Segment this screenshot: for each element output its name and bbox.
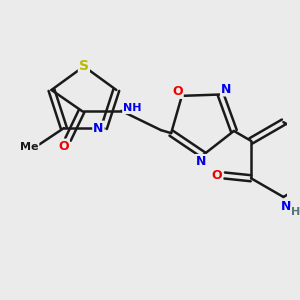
Text: N: N <box>281 200 291 213</box>
Text: N: N <box>93 122 103 135</box>
Text: N: N <box>221 82 231 95</box>
Text: N: N <box>195 155 206 168</box>
Text: O: O <box>58 140 69 153</box>
Text: O: O <box>212 169 222 182</box>
Text: Me: Me <box>20 142 38 152</box>
Text: H: H <box>291 207 300 218</box>
Text: O: O <box>172 85 183 98</box>
Text: NH: NH <box>123 103 142 113</box>
Text: S: S <box>79 59 89 74</box>
